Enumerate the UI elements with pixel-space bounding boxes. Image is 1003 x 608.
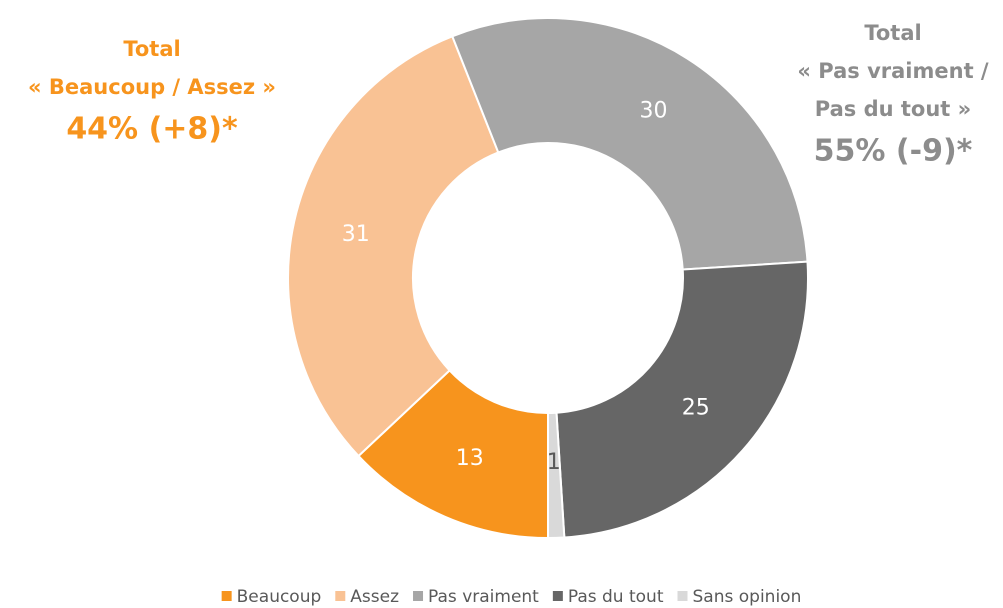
annotation: Total <box>864 21 921 45</box>
legend-label: Sans opinion <box>693 587 802 607</box>
data-label: 30 <box>640 99 668 124</box>
legend-label: Pas vraiment <box>428 587 539 607</box>
data-label: 25 <box>682 395 710 420</box>
data-label: 13 <box>456 446 484 471</box>
legend: Beaucoup Assez Pas vraiment Pas du tout Sans… <box>221 587 802 607</box>
legend-swatch <box>335 591 346 601</box>
annotation: 44% (+8)* <box>66 112 238 147</box>
data-label: 1 <box>547 450 561 475</box>
legend-swatch <box>413 591 424 601</box>
annotation: 55% (-9)* <box>814 134 973 169</box>
annotation: « Beaucoup / Assez » <box>28 75 276 99</box>
legend-swatch <box>677 591 688 601</box>
legend-swatch <box>221 591 232 601</box>
donut-slice <box>555 260 809 539</box>
data-label: 31 <box>342 222 370 247</box>
legend-label: Beaucoup <box>237 587 322 607</box>
legend-label: Pas du tout <box>568 587 664 607</box>
legend-label: Assez <box>350 587 399 607</box>
annotation: « Pas vraiment / <box>797 59 989 83</box>
donut-slice <box>450 17 809 271</box>
legend-swatch <box>552 591 563 601</box>
donut-slice <box>547 411 566 540</box>
donut-slice <box>287 34 500 458</box>
annotation: Pas du tout » <box>815 97 971 121</box>
annotation: Total <box>123 37 180 61</box>
